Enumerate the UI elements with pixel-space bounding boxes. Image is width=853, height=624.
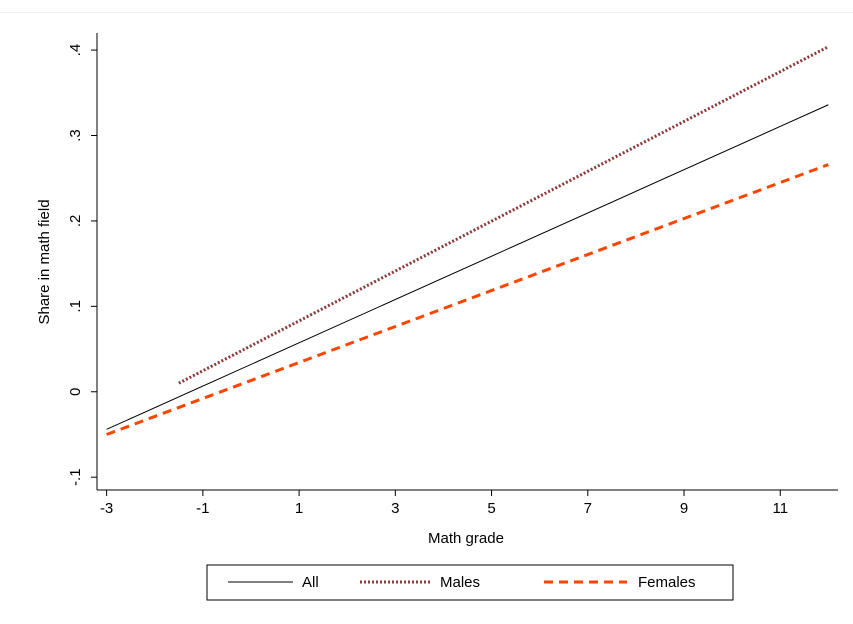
- legend: All Males Females: [206, 564, 734, 601]
- y-axis-title: Share in math field: [36, 199, 53, 324]
- x-tick-label: 7: [584, 500, 592, 517]
- x-tick-label: -1: [196, 500, 209, 517]
- x-tick-label: 1: [295, 500, 303, 517]
- legend-label-females: Females: [638, 574, 696, 591]
- legend-box: [206, 564, 734, 601]
- series-line-males: [178, 45, 830, 385]
- x-axis-title: Math grade: [428, 530, 504, 547]
- x-tick-label: 9: [680, 500, 688, 517]
- y-tick-label: -.1: [67, 468, 84, 486]
- legend-label-males: Males: [440, 574, 480, 591]
- x-tick-label: -3: [100, 500, 113, 517]
- plot-area: [97, 33, 838, 490]
- x-tick-label: 5: [487, 500, 495, 517]
- y-tick-label: .1: [67, 300, 84, 313]
- legend-label-all: All: [302, 574, 319, 591]
- series-line-females: [106, 163, 829, 436]
- y-tick-label: .3: [67, 129, 84, 142]
- axis-ticks: -3 -1 1 3 5 7 9 11 -.1 0 .1 .2 .3 .4: [67, 44, 788, 517]
- y-tick-label: .4: [67, 44, 84, 57]
- series-line-all: [106, 104, 829, 430]
- y-tick-label: .2: [67, 215, 84, 228]
- y-tick-label: 0: [67, 388, 84, 396]
- x-tick-label: 11: [772, 500, 788, 517]
- series-lines: [106, 45, 830, 436]
- x-tick-label: 3: [391, 500, 399, 517]
- top-band: [0, 0, 853, 13]
